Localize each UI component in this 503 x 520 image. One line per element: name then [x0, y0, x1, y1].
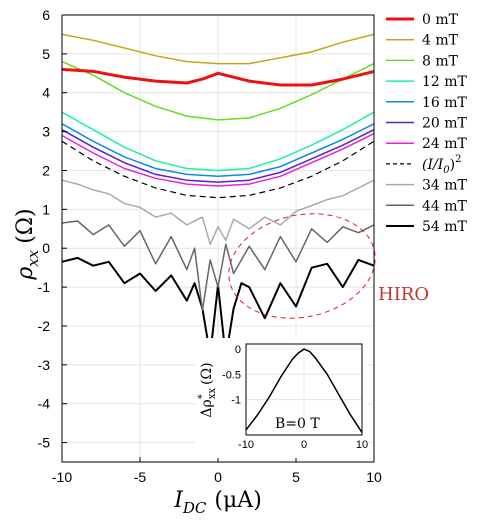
x-tick-label: -5 — [134, 469, 147, 485]
inset-x-tick-label: 10 — [356, 439, 368, 451]
x-tick-label: 0 — [214, 469, 222, 485]
y-tick-label: -2 — [38, 318, 51, 334]
inset-y-axis-label: Δρ*xx (Ω) — [197, 362, 218, 417]
inset-ticks: -10 0 10 0 -0.5 -1 — [222, 344, 368, 451]
y-tick-label: -4 — [38, 396, 51, 412]
legend: 0 mT 4 mT 8 mT 12 mT 16 mT 20 mT 24 mT (I/I0)2 3… — [386, 12, 468, 235]
x-axis-label-main: I — [173, 488, 184, 513]
series-line-6 — [61, 132, 375, 187]
svg-text:ρxx(Ω): ρxx (Ω) — [13, 208, 42, 280]
inset-x-tick-label: 0 — [301, 439, 307, 451]
y-tick-label: -1 — [38, 279, 51, 295]
hiro-label: HIRO — [378, 284, 429, 305]
inset-y-axis-label-unit: (Ω) — [199, 362, 215, 385]
inset: -10 0 10 0 -0.5 -1 B=0 T Δρ*xx (Ω) — [196, 338, 368, 458]
y-tick-label: -3 — [38, 357, 51, 373]
legend-label: 16 mT — [422, 95, 468, 111]
x-tick-label: -10 — [52, 469, 72, 485]
inset-frame — [245, 343, 363, 436]
svg-text:IDC(μA): IDC (μA) — [173, 488, 262, 517]
y-tick-label: 4 — [42, 85, 50, 101]
y-tick-label: 6 — [42, 7, 50, 23]
inset-y-axis-label-sub: xx — [207, 388, 218, 400]
x-tick-label: 10 — [366, 469, 382, 485]
inset-y-tick-label: 0 — [235, 344, 241, 356]
y-axis-label-sub: xx — [24, 249, 42, 266]
y-axis-label: ρxx (Ω) — [13, 208, 42, 280]
legend-label: 0 mT — [422, 12, 459, 28]
series-line-7 — [61, 140, 375, 199]
y-tick-label: 3 — [42, 124, 50, 140]
x-axis-label-sub: DC — [182, 499, 207, 517]
series-line-8 — [61, 179, 375, 246]
series-line-1 — [61, 33, 375, 65]
inset-x-tick-label: -10 — [238, 439, 254, 451]
series-line-0 — [61, 67, 375, 87]
legend-label: 12 mT — [422, 74, 468, 90]
y-tick-label: 2 — [42, 162, 50, 178]
series-line-2 — [61, 60, 375, 121]
hiro-ellipse — [228, 213, 376, 319]
y-tick-label: -5 — [38, 435, 51, 451]
inset-y-tick-label: -1 — [231, 395, 241, 407]
legend-label: 34 mT — [422, 178, 468, 194]
series-line-4 — [61, 123, 375, 178]
y-tick-label: 1 — [42, 201, 50, 217]
legend-label: 44 mT — [422, 198, 468, 214]
y-tick-label: 5 — [42, 46, 50, 62]
legend-label: (I/I0)2 — [422, 154, 461, 176]
legend-label: 8 mT — [422, 53, 459, 69]
y-axis-label-unit: (Ω) — [13, 208, 38, 243]
x-tick-label: 5 — [292, 469, 300, 485]
y-tick-label: 0 — [42, 240, 50, 256]
annotation-layer: HIRO — [228, 213, 429, 319]
legend-label: 4 mT — [422, 33, 459, 49]
inset-y-tick-label: -0.5 — [222, 369, 241, 381]
series-layer — [61, 33, 375, 359]
inset-series-line — [245, 348, 363, 433]
series-line-9 — [61, 220, 375, 312]
legend-label: 20 mT — [422, 116, 468, 132]
y-axis-label-main: ρ — [13, 267, 38, 281]
series-line-5 — [61, 129, 375, 183]
inset-y-axis-label-main: Δρ — [199, 399, 215, 417]
inset-annotation: B=0 T — [275, 416, 320, 432]
legend-label: 24 mT — [422, 136, 468, 152]
x-axis-label: IDC (μA) — [173, 488, 262, 517]
legend-label: 54 mT — [422, 219, 468, 235]
x-axis-label-unit: (μA) — [214, 488, 261, 513]
inset-background — [196, 338, 368, 458]
series-line-3 — [61, 111, 375, 172]
inset-y-axis-label-sup: * — [197, 394, 208, 399]
